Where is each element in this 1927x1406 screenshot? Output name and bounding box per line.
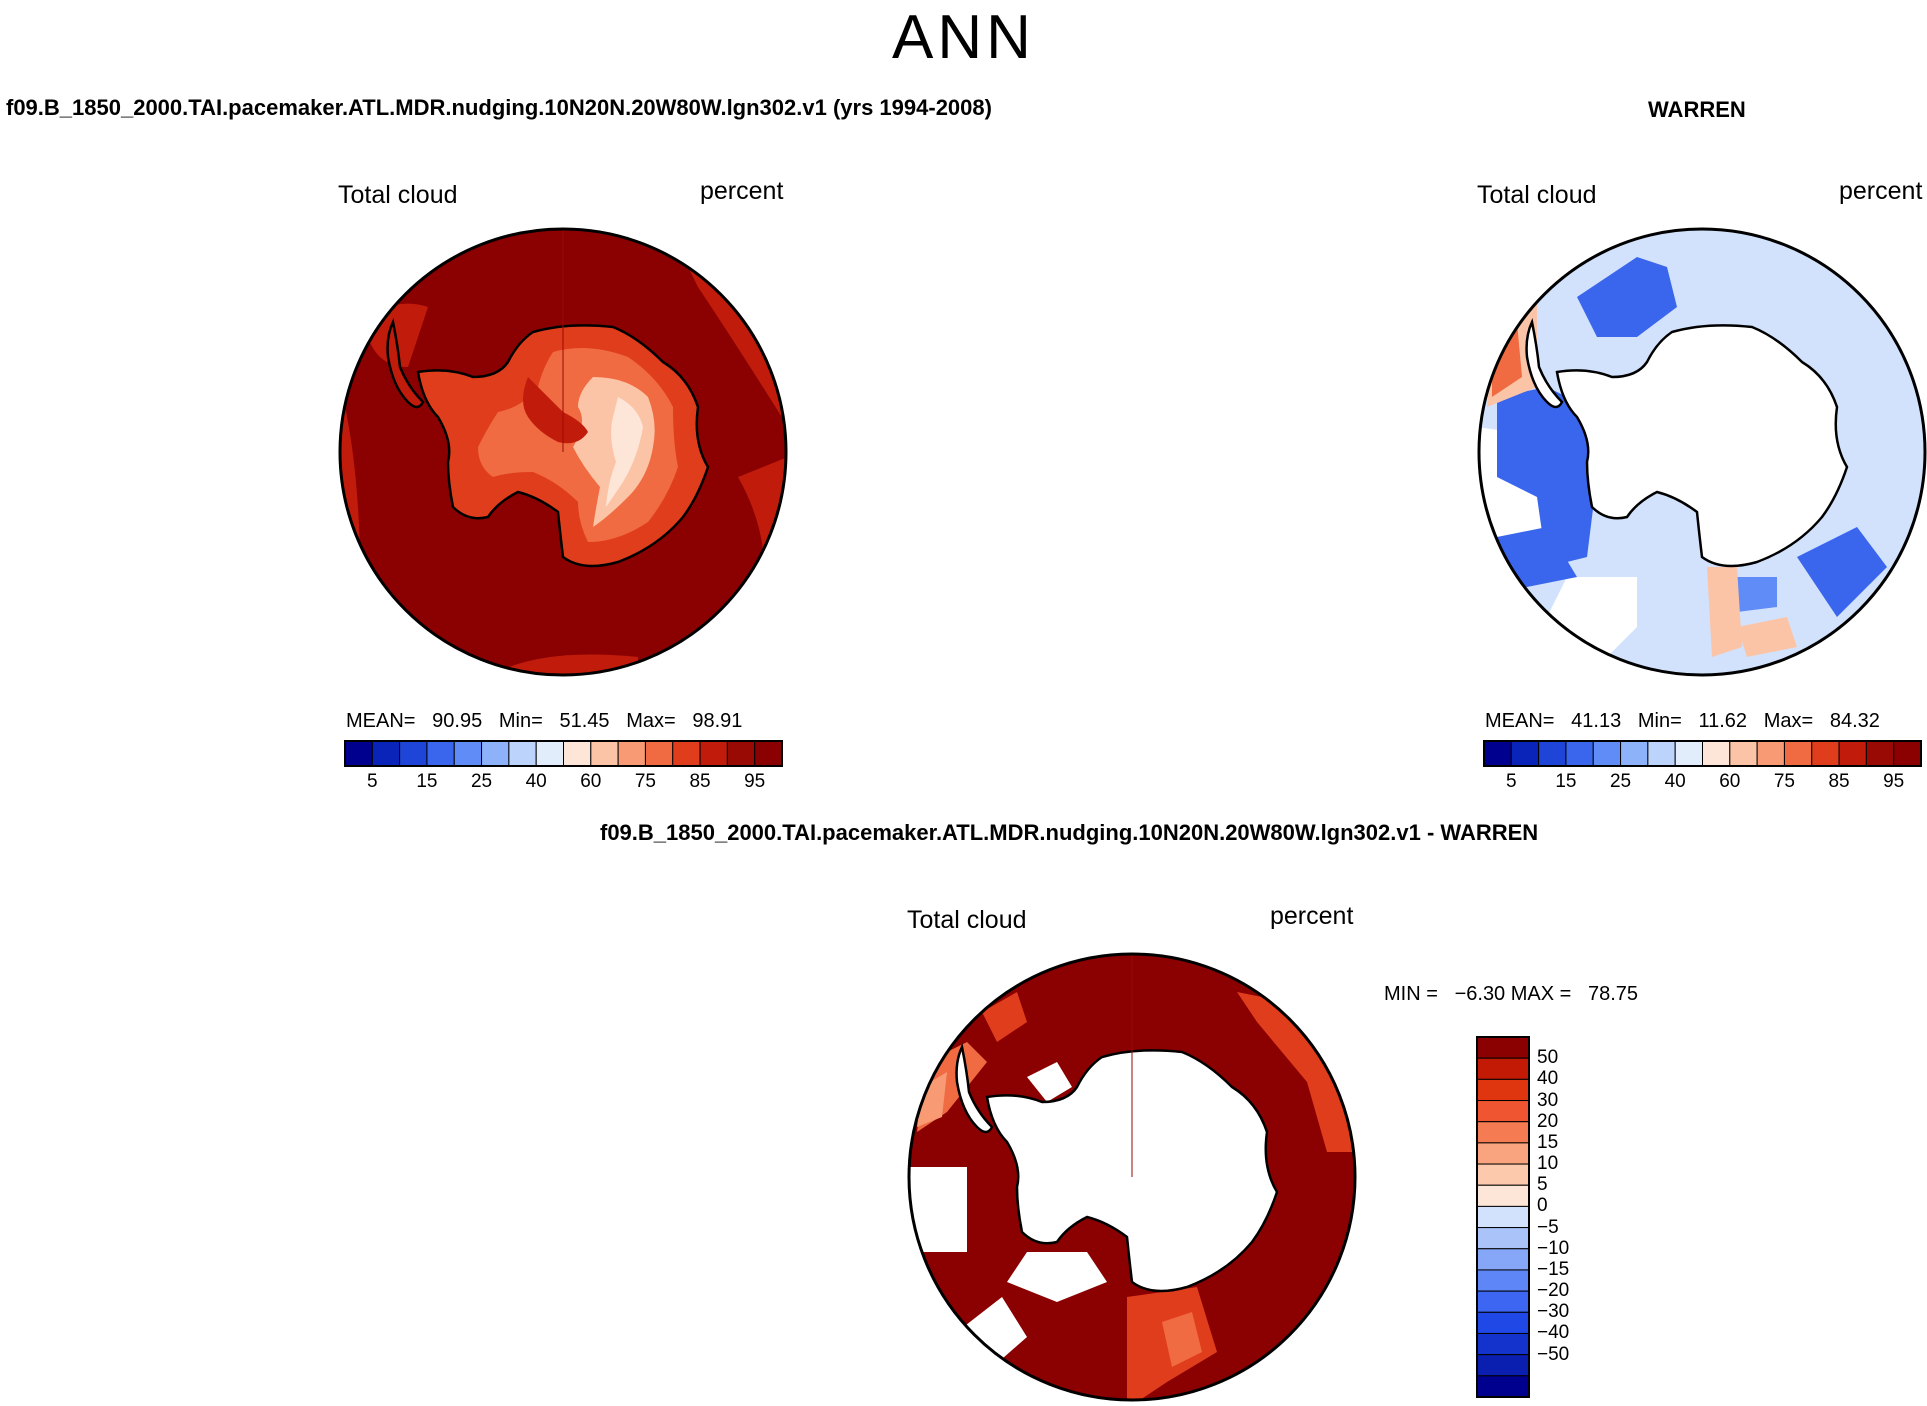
colorbar-tick-label: 95 [1883,771,1905,792]
model-units-label: percent [700,177,784,205]
colorbar-tick-label: 25 [470,771,493,792]
model-stats: MEAN= 90.95 Min= 51.45 Max= 98.91 [346,710,743,732]
colorbar-tick-label: 0 [1537,1195,1548,1217]
colorbar-tick-label: 40 [1537,1068,1559,1090]
model-case-title: f09.B_1850_2000.TAI.pacemaker.ATL.MDR.nu… [6,95,992,120]
colorbar-swatch [1476,1227,1530,1250]
colorbar-swatch [1476,1205,1530,1229]
colorbar-tick-label: 15 [416,771,438,792]
colorbar-swatch [1476,1121,1530,1144]
colorbar-tick-label: 95 [744,771,766,792]
colorbar-swatch [1476,1375,1530,1398]
colorbar-tick-label: 85 [1828,771,1850,792]
colorbar-tick-label: 5 [367,771,378,792]
colorbar-tick-label: 15 [1555,771,1577,792]
colorbar-tick-label: 50 [1537,1047,1559,1069]
colorbar-swatch [1476,1078,1530,1102]
colorbar-swatch [481,740,510,767]
colorbar-tick-label: 40 [1664,771,1686,792]
colorbar-swatch [1476,1290,1530,1313]
diff-polar-map [907,952,1357,1402]
colorbar-swatch [508,740,537,767]
colorbar-tick-label: −50 [1537,1343,1570,1365]
colorbar-swatch [1476,1354,1530,1377]
colorbar-tick-label: −20 [1537,1280,1570,1302]
colorbar-tick-label: 20 [1537,1110,1559,1132]
colorbar-swatch [1476,1100,1530,1123]
season-title: ANN [892,3,1035,72]
colorbar-swatch [563,740,592,767]
antarctica-continent [1525,318,1849,568]
colorbar-tick-label: −40 [1537,1322,1570,1344]
colorbar-swatch [590,740,619,767]
obs-polar-map [1477,227,1927,677]
colorbar-tick-label: 40 [525,771,547,792]
colorbar-tick-label: 25 [1609,771,1632,792]
diff-variable-label: Total cloud [907,906,1027,934]
colorbar-swatch [1476,1332,1530,1356]
colorbar-tick-label: 15 [1537,1131,1559,1153]
colorbar-swatch [1476,1036,1530,1059]
colorbar-tick-label: −30 [1537,1301,1570,1323]
obs-units-label: percent [1839,177,1923,205]
diff-case-title: f09.B_1850_2000.TAI.pacemaker.ATL.MDR.nu… [600,820,1539,845]
diff-units-label: percent [1270,902,1354,930]
colorbar-tick-label: 75 [1773,771,1795,792]
model-variable-label: Total cloud [338,181,458,209]
colorbar-swatch [1476,1311,1530,1334]
colorbar-tick-label: 5 [1506,771,1517,792]
colorbar-swatch [1476,1142,1530,1165]
obs-stats: MEAN= 41.13 Min= 11.62 Max= 84.32 [1485,710,1880,732]
colorbar-swatch [1476,1269,1530,1292]
colorbar-swatch [1476,1057,1530,1080]
colorbar-tick-label: −5 [1537,1216,1559,1238]
colorbar-swatch [1893,740,1922,767]
model-polar-map [338,227,788,677]
colorbar-tick-label: 60 [1719,771,1741,792]
colorbar-tick-label: 60 [580,771,602,792]
colorbar-tick-label: 85 [689,771,711,792]
colorbar-tick-label: −10 [1537,1237,1570,1259]
colorbar-tick-label: 10 [1537,1153,1559,1175]
colorbar-swatch [672,740,701,767]
colorbar-swatch [1476,1163,1530,1186]
colorbar-swatch [1476,1184,1530,1207]
colorbar-tick-label: 5 [1537,1174,1548,1196]
colorbar-tick-label: 30 [1537,1089,1559,1111]
colorbar-swatch [1756,740,1785,767]
colorbar-tick-label: −15 [1537,1258,1570,1280]
colorbar-swatch [617,740,646,767]
obs-variable-label: Total cloud [1477,181,1597,209]
colorbar-swatch [1838,740,1867,767]
colorbar-swatch [1476,1248,1530,1271]
colorbar-tick-label: 75 [634,771,656,792]
obs-case-title: WARREN [1648,97,1746,122]
diff-stats: MIN = −6.30 MAX = 78.75 [1384,983,1639,1005]
